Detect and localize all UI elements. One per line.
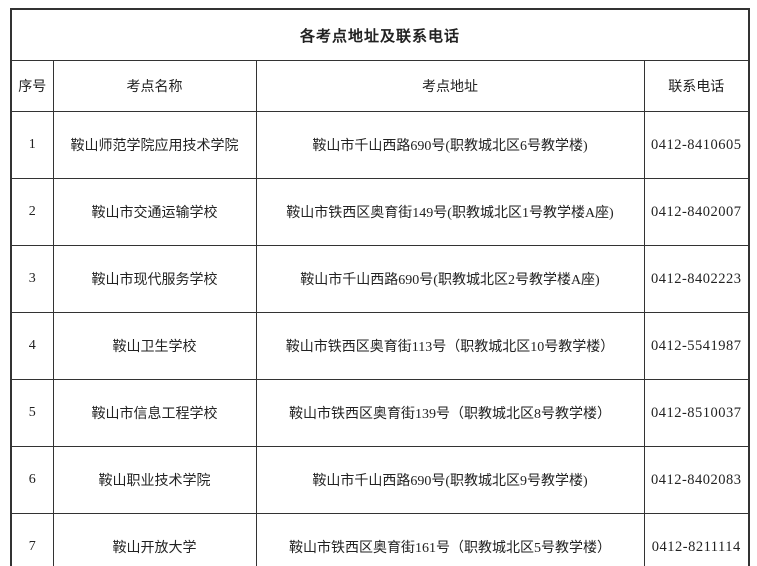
cell-index: 6 [10,446,54,514]
header-address: 考点地址 [255,60,645,112]
cell-phone: 0412-8510037 [643,379,750,447]
table-row: 7 鞍山开放大学 鞍山市铁西区奥育街161号（职教城北区5号教学楼） 0412-… [10,513,750,566]
cell-address: 鞍山市铁西区奥育街161号（职教城北区5号教学楼） [255,513,645,566]
cell-index: 1 [10,111,54,179]
table-row: 5 鞍山市信息工程学校 鞍山市铁西区奥育街139号（职教城北区8号教学楼） 04… [10,379,750,447]
header-phone: 联系电话 [643,60,750,112]
table-header-row: 序号 考点名称 考点地址 联系电话 [10,60,750,112]
cell-phone: 0412-8211114 [643,513,750,566]
table-row: 4 鞍山卫生学校 鞍山市铁西区奥育街113号（职教城北区10号教学楼） 0412… [10,312,750,380]
cell-phone: 0412-8402007 [643,178,750,246]
cell-index: 3 [10,245,54,313]
cell-name: 鞍山市信息工程学校 [52,379,257,447]
table-title-row: 各考点地址及联系电话 [10,8,750,61]
cell-index: 4 [10,312,54,380]
table-row: 2 鞍山市交通运输学校 鞍山市铁西区奥育街149号(职教城北区1号教学楼A座) … [10,178,750,246]
cell-index: 5 [10,379,54,447]
header-name: 考点名称 [52,60,257,112]
cell-name: 鞍山市交通运输学校 [52,178,257,246]
cell-address: 鞍山市千山西路690号(职教城北区9号教学楼) [255,446,645,514]
cell-address: 鞍山市铁西区奥育街113号（职教城北区10号教学楼） [255,312,645,380]
header-index: 序号 [10,60,54,112]
table-row: 6 鞍山职业技术学院 鞍山市千山西路690号(职教城北区9号教学楼) 0412-… [10,446,750,514]
cell-name: 鞍山卫生学校 [52,312,257,380]
cell-address: 鞍山市铁西区奥育街139号（职教城北区8号教学楼） [255,379,645,447]
cell-address: 鞍山市千山西路690号(职教城北区6号教学楼) [255,111,645,179]
cell-index: 2 [10,178,54,246]
table-row: 1 鞍山师范学院应用技术学院 鞍山市千山西路690号(职教城北区6号教学楼) 0… [10,111,750,179]
cell-phone: 0412-8402083 [643,446,750,514]
cell-index: 7 [10,513,54,566]
cell-phone: 0412-8410605 [643,111,750,179]
cell-phone: 0412-8402223 [643,245,750,313]
cell-phone: 0412-5541987 [643,312,750,380]
cell-name: 鞍山师范学院应用技术学院 [52,111,257,179]
table-title: 各考点地址及联系电话 [10,8,750,61]
cell-name: 鞍山职业技术学院 [52,446,257,514]
table-body: 各考点地址及联系电话 序号 考点名称 考点地址 联系电话 1 鞍山师范学院应用技… [10,8,750,566]
cell-address: 鞍山市铁西区奥育街149号(职教城北区1号教学楼A座) [255,178,645,246]
cell-name: 鞍山市现代服务学校 [52,245,257,313]
cell-name: 鞍山开放大学 [52,513,257,566]
cell-address: 鞍山市千山西路690号(职教城北区2号教学楼A座) [255,245,645,313]
exam-sites-table: 各考点地址及联系电话 序号 考点名称 考点地址 联系电话 1 鞍山师范学院应用技… [10,8,751,566]
table-row: 3 鞍山市现代服务学校 鞍山市千山西路690号(职教城北区2号教学楼A座) 04… [10,245,750,313]
